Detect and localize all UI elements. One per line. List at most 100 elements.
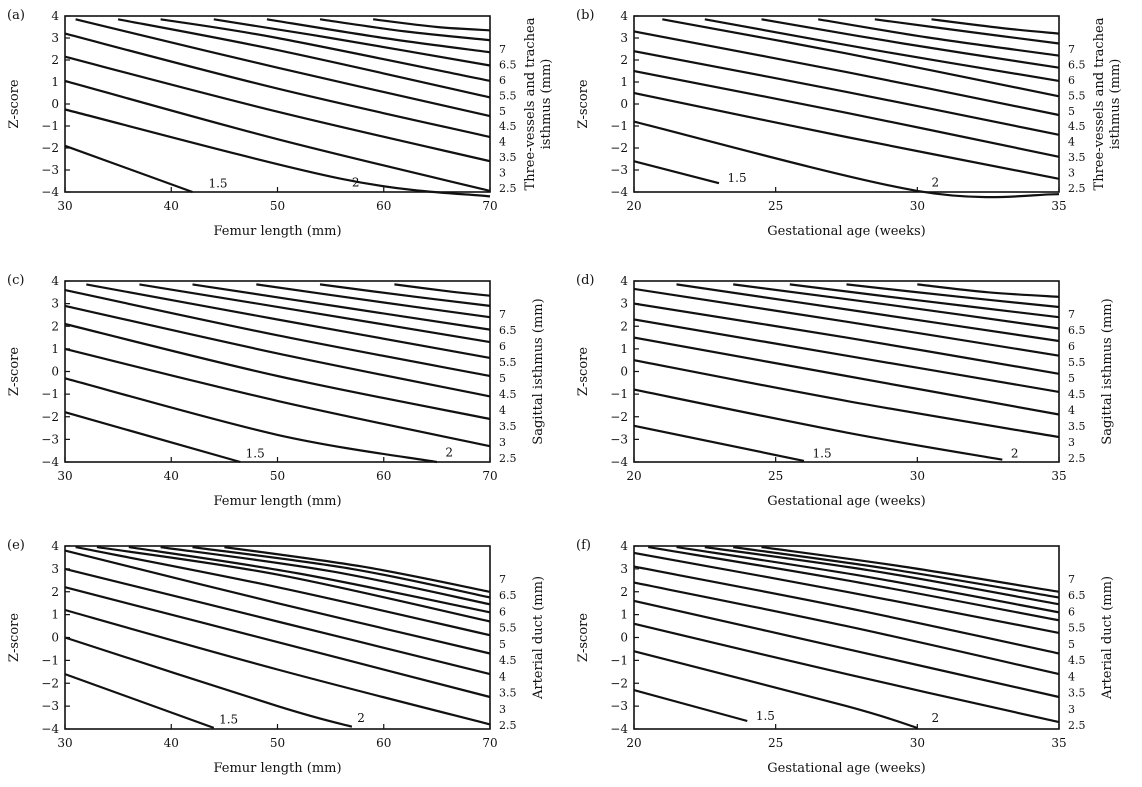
- y-axis-label: Z-score: [576, 347, 591, 396]
- x-tick-label: 25: [768, 736, 783, 750]
- y-tick-label: −3: [41, 432, 59, 446]
- iso-line-2: [633, 388, 1003, 461]
- right-tick-label: 7: [499, 43, 506, 56]
- right-tick-label: 4.5: [499, 388, 517, 401]
- y-tick-label: −2: [610, 410, 628, 424]
- iso-line-1-5: [633, 160, 720, 185]
- iso-line-2: [633, 120, 1060, 199]
- y-tick-label: −2: [41, 410, 59, 424]
- y-tick-label: −1: [610, 653, 628, 667]
- right-tick-label: 3.5: [1068, 687, 1086, 700]
- y-tick-label: 3: [620, 297, 628, 311]
- x-tick-label: 30: [57, 736, 72, 750]
- right-tick-label: 4.5: [499, 654, 517, 667]
- y-tick-label: 0: [620, 631, 628, 645]
- x-tick-label: 70: [482, 199, 497, 213]
- iso-line-5: [704, 18, 1060, 82]
- y-tick-label: 4: [620, 9, 628, 23]
- right-tick-label: 5: [1068, 638, 1075, 651]
- right-tick-label: 6.5: [1068, 324, 1086, 337]
- iso-annotation: 2: [357, 711, 365, 725]
- right-tick-label: 5: [1068, 372, 1075, 385]
- y-axis-label: Z-score: [7, 613, 22, 662]
- right-tick-label: 4.5: [499, 120, 517, 133]
- iso-line-3: [64, 322, 491, 421]
- x-tick-label: 30: [910, 736, 925, 750]
- iso-line-6-5: [874, 18, 1060, 45]
- right-tick-label: 3.5: [499, 687, 517, 700]
- iso-line-5: [160, 18, 491, 82]
- iso-annotation: 2: [932, 711, 940, 725]
- y-tick-label: −2: [610, 141, 628, 155]
- right-tick-label: 3: [1068, 436, 1075, 449]
- x-tick-label: 60: [376, 736, 391, 750]
- iso-line-3-5: [633, 50, 1060, 136]
- y-tick-label: 4: [620, 539, 628, 553]
- iso-line-2-5: [633, 359, 1060, 439]
- right-tick-label: 6: [499, 340, 506, 353]
- right-tick-label: 2.5: [1068, 452, 1086, 465]
- iso-line-2-5: [633, 91, 1060, 180]
- right-tick-label: 4: [499, 670, 506, 683]
- iso-line-3: [633, 599, 1060, 699]
- x-axis-label: Gestational age (weeks): [767, 494, 925, 509]
- right-tick-label: 6.5: [1068, 58, 1086, 71]
- right-tick-label: 3: [499, 436, 506, 449]
- right-tick-label: 3.5: [499, 420, 517, 433]
- iso-line-6: [160, 546, 491, 606]
- right-tick-label: 3: [1068, 703, 1075, 716]
- y-tick-label: −4: [41, 722, 59, 736]
- right-tick-label: 5: [499, 638, 506, 651]
- right-tick-label: 5: [499, 105, 506, 118]
- y-tick-label: 3: [51, 562, 59, 576]
- right-tick-label: 5: [499, 372, 506, 385]
- y-axis-label: Z-score: [7, 347, 22, 396]
- y-tick-label: 0: [51, 97, 59, 111]
- right-tick-label: 3: [499, 703, 506, 716]
- iso-line-3: [633, 69, 1060, 158]
- right-tick-label: 2.5: [499, 719, 517, 732]
- x-tick-label: 60: [376, 469, 391, 483]
- panel-letter: (e): [7, 538, 25, 553]
- iso-annotation: 2: [932, 176, 940, 190]
- iso-line-6: [818, 18, 1060, 57]
- panel-letter: (d): [576, 273, 594, 288]
- iso-line-4-5: [633, 287, 1060, 357]
- y-tick-label: 0: [620, 365, 628, 379]
- iso-annotation: 1.5: [219, 712, 238, 726]
- y-tick-label: 1: [51, 342, 59, 356]
- right-tick-label: 6.5: [1068, 589, 1086, 602]
- iso-line-3-5: [64, 32, 491, 139]
- iso-line-5: [676, 283, 1060, 343]
- y-tick-label: −3: [610, 432, 628, 446]
- x-tick-label: 35: [1051, 469, 1066, 483]
- right-tick-label: 4.5: [1068, 120, 1086, 133]
- x-axis-label: Femur length (mm): [213, 224, 341, 239]
- iso-line-3-5: [64, 567, 491, 676]
- iso-line-4-5: [662, 18, 1060, 98]
- y-tick-label: 3: [620, 31, 628, 45]
- right-tick-label: 6: [499, 605, 506, 618]
- y-tick-label: 2: [620, 319, 628, 333]
- iso-line-5: [648, 546, 1060, 622]
- right-tick-label: 3: [1068, 167, 1075, 180]
- right-tick-label: 7: [1068, 573, 1075, 586]
- y-tick-label: −2: [41, 676, 59, 690]
- right-tick-label: 6: [499, 74, 506, 87]
- right-tick-label: 4: [1068, 670, 1075, 683]
- iso-line-6: [704, 546, 1060, 606]
- right-tick-label: 4.5: [1068, 654, 1086, 667]
- iso-line-5-5: [213, 18, 491, 67]
- y-tick-label: 0: [51, 365, 59, 379]
- x-tick-label: 35: [1051, 199, 1066, 213]
- y-tick-label: 0: [620, 97, 628, 111]
- right-tick-label: 3: [499, 167, 506, 180]
- right-axis-label: Sagittal isthmus (mm): [531, 298, 546, 444]
- y-tick-label: −3: [610, 163, 628, 177]
- right-tick-label: 5.5: [499, 622, 517, 635]
- y-tick-label: −3: [41, 699, 59, 713]
- iso-line-5-5: [192, 283, 491, 331]
- right-tick-label: 4: [1068, 404, 1075, 417]
- iso-line-2: [64, 108, 491, 198]
